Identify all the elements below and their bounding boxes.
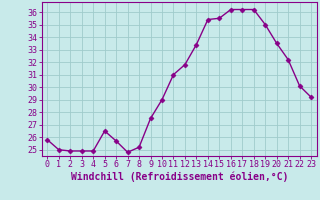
X-axis label: Windchill (Refroidissement éolien,°C): Windchill (Refroidissement éolien,°C) bbox=[70, 172, 288, 182]
